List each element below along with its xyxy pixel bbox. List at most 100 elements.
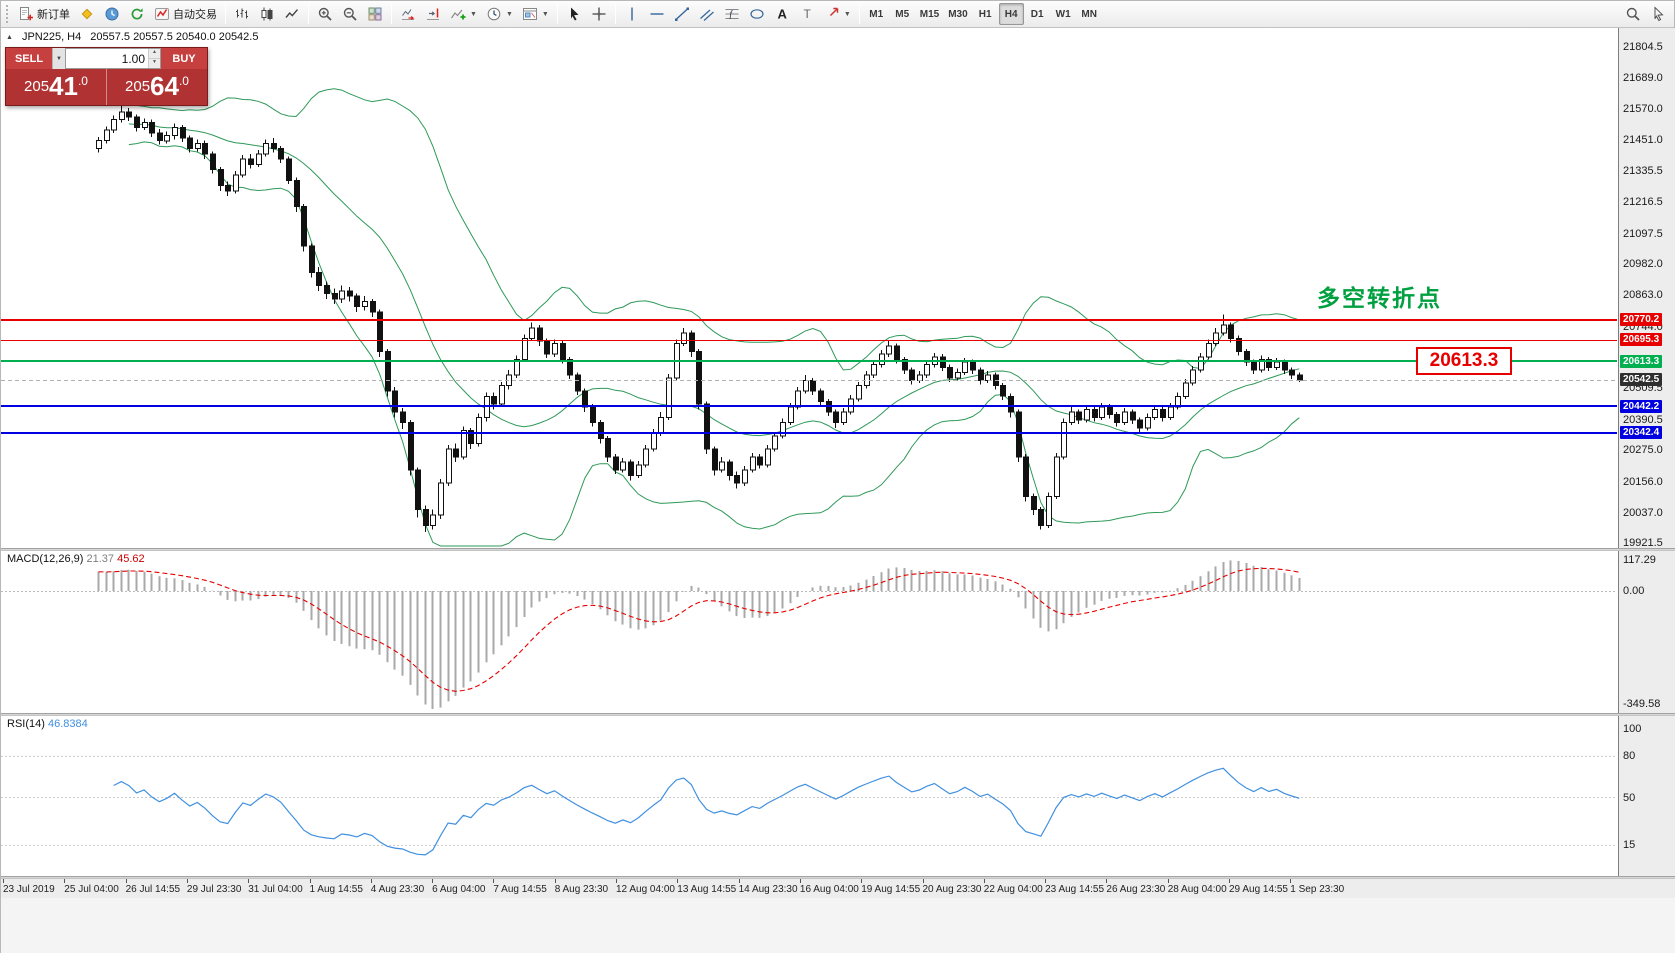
panel-splitter[interactable] — [1, 876, 1675, 879]
buy-price-panel[interactable]: 205 64.0 — [107, 69, 207, 105]
time-tick — [309, 879, 311, 883]
trendline-button[interactable] — [670, 3, 694, 25]
time-tick — [983, 879, 985, 883]
symbol-info: ▲ JPN225, H4 20557.5 20557.5 20540.0 205… — [6, 31, 258, 43]
sell-price-decimal: .0 — [77, 74, 88, 88]
bollinger-lower-band — [128, 141, 1300, 547]
macd-indicator-panel[interactable]: MACD(12,26,9) 21.37 45.62 — [1, 551, 1618, 713]
timeframe-mn-button[interactable]: MN — [1077, 3, 1102, 25]
chart-annotation-text[interactable]: 多空转折点 — [1317, 285, 1442, 311]
price-level-badge: 20342.4 — [1620, 426, 1663, 439]
timeframe-d1-button[interactable]: D1 — [1025, 3, 1050, 25]
timeframe-m1-button[interactable]: M1 — [864, 3, 889, 25]
vertical-line-button[interactable] — [620, 3, 644, 25]
metaeditor-icon — [79, 6, 95, 22]
bollinger-middle-band — [128, 123, 1300, 440]
new-order-button-label: 新订单 — [37, 9, 70, 21]
timeframe-m15-button[interactable]: M15 — [916, 3, 943, 25]
chart-bars-icon — [234, 6, 250, 22]
toolbar-separator — [858, 4, 860, 24]
time-label: 13 Aug 14:55 — [677, 884, 737, 895]
refresh-button[interactable] — [125, 3, 149, 25]
time-tick — [125, 879, 127, 883]
horizontal-line-button[interactable] — [645, 3, 669, 25]
panel-splitter[interactable] — [1, 713, 1675, 716]
new-order-button[interactable]: 新订单 — [14, 3, 74, 25]
cursor-button[interactable] — [562, 3, 586, 25]
buy-button[interactable]: BUY — [161, 48, 207, 69]
price-axis-label: 21570.0 — [1623, 103, 1663, 116]
volume-up-icon[interactable]: ▲ — [149, 49, 160, 59]
price-level-badge: 20442.2 — [1620, 399, 1663, 413]
timeframe-m30-button[interactable]: M30 — [944, 3, 971, 25]
arrows-button[interactable]: ▼ — [820, 3, 855, 25]
search-button[interactable] — [1621, 3, 1645, 25]
price-chart-canvas[interactable] — [1, 28, 1617, 548]
rsi-name: RSI(14) — [7, 718, 45, 730]
sell-button[interactable]: SELL — [6, 48, 52, 69]
rsi-value: 46.8384 — [47, 718, 88, 730]
time-axis[interactable]: 23 Jul 2019 25 Jul 04:00 26 Jul 14:55 29 Ju… — [1, 878, 1675, 898]
zoom-in-icon — [317, 6, 333, 22]
time-tick — [922, 879, 924, 883]
sell-price-panel[interactable]: 205 41.0 — [6, 69, 107, 105]
rsi-canvas[interactable] — [1, 716, 1617, 876]
autotrading-button-label: 自动交易 — [173, 9, 217, 21]
price-axis[interactable]: 21804.5 21689.0 21570.0 21451.0 21335.5 21216… — [1618, 28, 1675, 878]
volume-stepper[interactable]: ▲ ▼ — [148, 49, 160, 68]
fibonacci-button[interactable]: f — [720, 3, 744, 25]
text-label-button[interactable]: T — [795, 3, 819, 25]
rsi-indicator-panel[interactable]: RSI(14) 46.8384 — [1, 716, 1618, 876]
auto-scroll-button[interactable] — [396, 3, 420, 25]
volume-field[interactable]: 1.00 ▲ ▼ — [65, 48, 161, 69]
timeframe-h1-button[interactable]: H1 — [973, 3, 998, 25]
toolbar-grip[interactable] — [6, 5, 10, 23]
price-callout-label[interactable]: 20613.3 — [1416, 347, 1512, 375]
line-chart-button[interactable] — [280, 3, 304, 25]
volume-down-icon[interactable]: ▼ — [149, 59, 160, 68]
volume-dropdown-caret-icon[interactable]: ▼ — [52, 48, 65, 69]
channel-button[interactable] — [695, 3, 719, 25]
toolbar-separator — [391, 4, 392, 24]
metaeditor-button[interactable] — [75, 3, 99, 25]
candlestick-chart-button[interactable] — [255, 3, 279, 25]
volume-value: 1.00 — [121, 52, 145, 66]
templates-button[interactable]: ▼ — [518, 3, 553, 25]
price-level-badge: 20695.3 — [1620, 333, 1663, 347]
crosshair-button[interactable] — [587, 3, 611, 25]
time-tick — [370, 879, 372, 883]
macd-canvas[interactable] — [1, 551, 1617, 713]
zoom-out-button[interactable] — [338, 3, 362, 25]
collapse-widget-icon[interactable]: ▲ — [6, 33, 13, 41]
pointer-tool-button[interactable] — [1646, 3, 1670, 25]
svg-text:T: T — [803, 7, 811, 21]
shapes-button[interactable] — [745, 3, 769, 25]
time-tick — [677, 879, 679, 883]
time-label: 1 Sep 23:30 — [1290, 884, 1345, 895]
time-label: 8 Aug 23:30 — [554, 884, 609, 895]
timeframe-m5-button[interactable]: M5 — [890, 3, 915, 25]
tile-windows-button[interactable] — [363, 3, 387, 25]
periods-button[interactable]: ▼ — [482, 3, 517, 25]
time-tick — [861, 879, 863, 883]
indicators-button[interactable]: ▼ — [446, 3, 481, 25]
bar-chart-button[interactable] — [230, 3, 254, 25]
fibonacci-icon: f — [724, 6, 740, 22]
bollinger-upper-band — [128, 88, 1300, 371]
time-label: 4 Aug 23:30 — [370, 884, 425, 895]
time-label: 29 Jul 23:30 — [186, 884, 242, 895]
price-axis-label: 20982.0 — [1623, 258, 1663, 271]
autotrading-button[interactable]: 自动交易 — [150, 3, 221, 25]
chart-shift-button[interactable] — [421, 3, 445, 25]
panel-splitter[interactable] — [1, 548, 1675, 551]
pointer-icon — [1650, 6, 1666, 22]
one-click-trading-widget: SELL ▼ 1.00 ▲ ▼ BUY 205 41.0 — [5, 47, 208, 106]
zoom-in-button[interactable] — [313, 3, 337, 25]
marketwatch-button[interactable] — [100, 3, 124, 25]
timeframe-h4-button[interactable]: H4 — [998, 3, 1024, 25]
label-icon: T — [799, 6, 815, 22]
text-button[interactable]: A — [770, 3, 794, 25]
main-chart-panel[interactable]: ▲ JPN225, H4 20557.5 20557.5 20540.0 205… — [1, 28, 1618, 548]
timeframe-w1-button[interactable]: W1 — [1051, 3, 1076, 25]
indicators-icon — [450, 6, 466, 22]
